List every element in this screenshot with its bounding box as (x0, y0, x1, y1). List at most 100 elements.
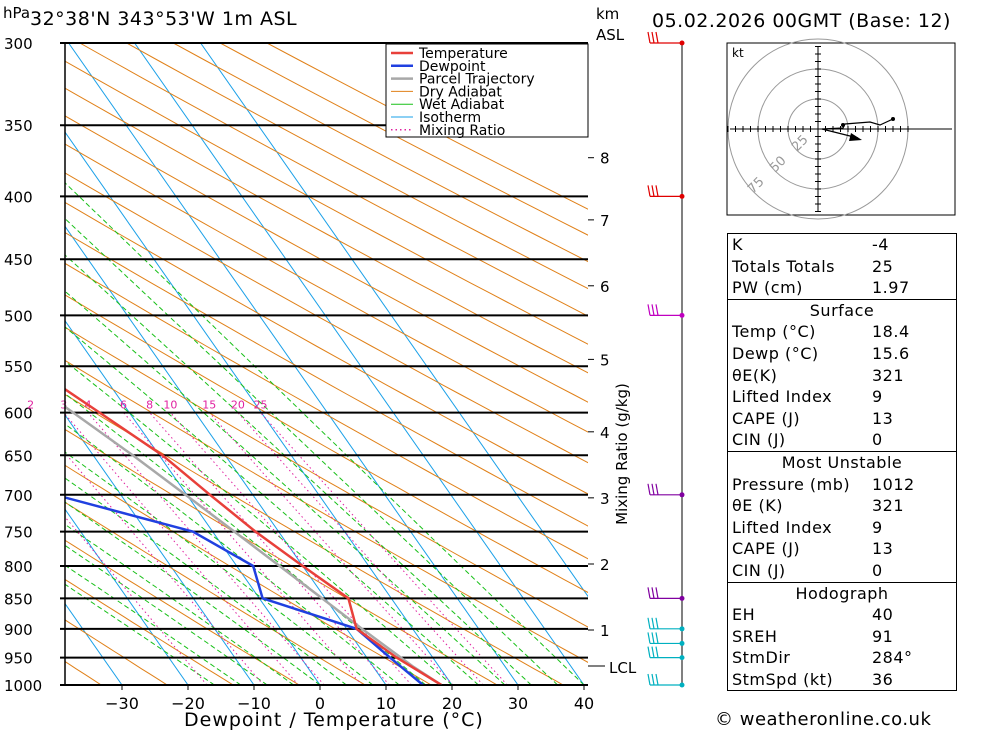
wind-barb-flag (651, 483, 655, 495)
stats-most-unstable: Most Unstable Pressure (mb) 1012 θE (K) 32… (728, 450, 956, 582)
km-tick-label: 1 (600, 622, 610, 640)
datetime-title: 05.02.2026 00GMT (Base: 12) (652, 10, 951, 32)
dry-adiabat-line (79, 43, 588, 317)
wind-barb-flag (647, 617, 651, 629)
stat-row: Temp (°C) 18.4 (732, 322, 910, 342)
x-tick-label: 0 (315, 694, 325, 713)
stat-row: EH 40 (732, 605, 894, 625)
stat-row: SREH 91 (732, 626, 894, 646)
dry-adiabat-line (65, 294, 588, 594)
stat-row: θE(K) 321 (732, 365, 905, 385)
dry-adiabat-line (65, 393, 564, 685)
stat-row: StmDir 284° (732, 648, 913, 668)
stats-indices: K -4 Totals Totals 25 PW (cm) 1.97 (728, 234, 956, 299)
stat-row: Lifted Index 9 (732, 517, 883, 537)
wind-barb-flag (651, 185, 655, 197)
x-tick-label: −30 (105, 694, 139, 713)
wind-barb-flag (647, 185, 651, 197)
wet-adiabat-line (65, 523, 294, 685)
wind-barb-flag (655, 31, 659, 44)
wind-barb-flag (651, 617, 655, 629)
wet-adiabat-line (65, 564, 242, 685)
wind-barb-flag (647, 632, 651, 644)
wind-barb-flag (647, 587, 651, 599)
pressure-tick-label: 400 (4, 188, 33, 206)
pressure-tick-label: 550 (4, 358, 33, 376)
mixing-ratio-line (87, 412, 325, 685)
legend-entry: Wet Adiabat (419, 97, 505, 113)
wind-barb-flag (647, 483, 651, 495)
wind-barb-flag (651, 31, 655, 44)
wind-barb-flag (655, 483, 659, 495)
mixing-ratio-axis-label: Mixing Ratio (g/kg) (613, 383, 631, 525)
stat-row: Lifted Index 9 (732, 387, 883, 407)
stat-row: θE (K) 321 (732, 496, 905, 516)
axes: −30 −20 −10 0 10 20 30 40 (64, 43, 594, 713)
dry-adiabat-line (65, 578, 234, 685)
pressure-tick-label: 850 (4, 590, 33, 608)
mixing-ratio-label: 25 (254, 399, 268, 412)
wet-adiabat-line (65, 544, 268, 685)
mixing-ratio-label: 3 (60, 399, 67, 412)
isotherm-line (134, 43, 585, 685)
stats-table: K -4 Totals Totals 25 PW (cm) 1.97 Surface … (727, 233, 957, 692)
stat-row: PW (cm) 1.97 (732, 278, 910, 298)
height-unit-km: km (596, 5, 620, 23)
dewpoint-line (65, 496, 424, 685)
wind-barb-flag (651, 673, 655, 686)
mixing-ratio-label: 10 (163, 399, 177, 412)
wind-barb-flag (647, 31, 651, 44)
dry-adiabat-line (65, 87, 588, 374)
stat-row: K -4 (732, 235, 889, 254)
stat-row: CIN (J) 0 (732, 430, 883, 450)
wind-barb-flag (647, 673, 651, 686)
legend-entry: Temperature (418, 46, 508, 62)
km-tick-label: 3 (600, 490, 610, 508)
temperature-line (65, 387, 443, 685)
wet-adiabat-line (65, 182, 585, 685)
pressure-tick-label: 950 (4, 650, 33, 668)
pressure-tick-label: 350 (4, 117, 33, 135)
wet-adiabat-line (65, 477, 347, 685)
pressure-tick-label: 1000 (4, 677, 42, 695)
legend-entry: Parcel Trajectory (419, 72, 535, 88)
stat-row: StmSpd (kt) 36 (732, 669, 894, 689)
legend-entry: Dry Adiabat (419, 84, 502, 100)
dry-adiabat-line (65, 115, 588, 403)
dry-adiabat-line (65, 60, 588, 345)
mixing-ratio-line (149, 412, 390, 685)
hodograph-unit: kt (732, 46, 744, 60)
km-tick-label: 7 (600, 212, 610, 230)
dry-adiabat-line (65, 143, 588, 433)
x-tick-label: 10 (376, 694, 396, 713)
pressure-tick-label: 300 (4, 35, 33, 53)
dry-adiabat-line (219, 43, 588, 236)
stat-row: CAPE (J) 13 (732, 539, 894, 559)
pressure-tick-label: 450 (4, 251, 33, 269)
parcel-trajectory-line (65, 405, 443, 685)
wind-barb-flag (655, 617, 659, 629)
height-km-axis: 8 7 6 5 4 3 2 1 LCL (588, 150, 637, 677)
dry-adiabat-line (65, 539, 300, 685)
wind-barb-flag (655, 632, 659, 644)
credit[interactable]: © weatheronline.co.uk (715, 709, 932, 730)
wet-adiabat-line (65, 290, 506, 685)
mixing-ratio-line (170, 412, 412, 685)
dry-adiabat-line (173, 43, 588, 263)
wet-adiabat-line (65, 217, 558, 685)
wet-adiabat-line (65, 423, 400, 685)
x-tick-label: 40 (574, 694, 594, 713)
isotherm-line (200, 43, 588, 598)
mixing-ratio-line (237, 412, 484, 685)
mixing-ratio-labels: 12346810152025 (27, 399, 268, 412)
storm-motion-arrowhead (849, 133, 862, 141)
stats-hodograph: Hodograph EH 40 SREH 91 StmDir 284° StmSpd … (728, 581, 956, 691)
height-unit-asl: ASL (596, 26, 625, 44)
x-tick-label: −20 (171, 694, 205, 713)
stat-row: Totals Totals 25 (732, 256, 894, 276)
stat-row: CAPE (J) 13 (732, 408, 894, 428)
isotherm-line (65, 319, 321, 685)
wind-barb-flag (651, 646, 655, 658)
